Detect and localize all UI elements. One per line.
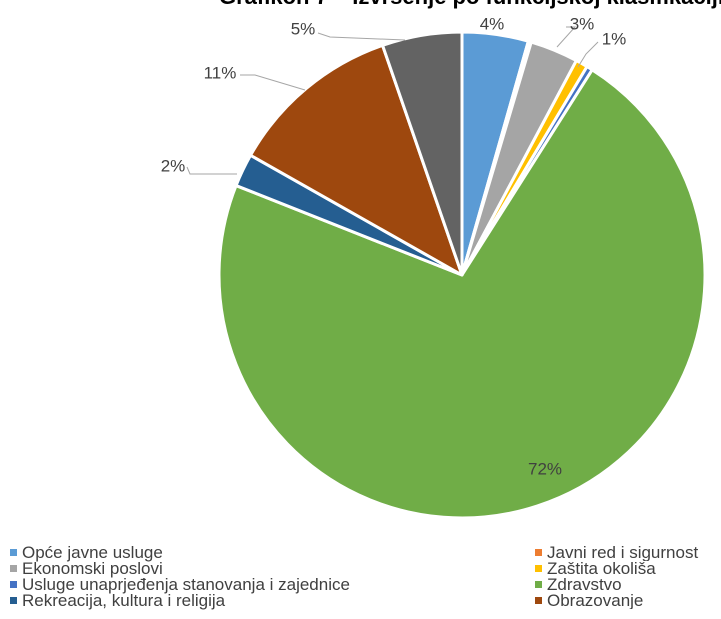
- chart-title: Grafikon 7 – Izvršenje po funkcijskoj kl…: [219, 0, 721, 10]
- legend-item-5: Zdravstvo: [535, 577, 721, 593]
- legend-swatch-0: [10, 549, 17, 556]
- legend-item-7: Obrazovanje: [535, 593, 721, 609]
- leader-line-2: [556, 26, 577, 48]
- leader-line-3: [577, 41, 599, 68]
- legend-label-1: Javni red i sigurnost: [547, 545, 699, 561]
- legend-item-1: Javni red i sigurnost: [535, 545, 721, 561]
- legend-label-0: Opće javne usluge: [22, 543, 163, 562]
- leader-line-7: [240, 74, 306, 91]
- legend-item-4: Usluge unaprjeđenja stanovanja i zajedni…: [10, 575, 350, 594]
- legend-label-3: Zaštita okoliša: [547, 561, 656, 577]
- legend-label-5: Zdravstvo: [547, 577, 622, 593]
- legend-label-2: Ekonomski poslovi: [22, 559, 163, 578]
- legend-swatch-2: [10, 565, 17, 572]
- legend-label-6: Rekreacija, kultura i religija: [22, 591, 226, 610]
- data-label-7: 11%: [204, 63, 237, 82]
- pie-slice-5: [217, 68, 707, 520]
- data-label-5: 72%: [528, 459, 562, 478]
- data-label-0: 4%: [480, 14, 505, 33]
- legend-label-4: Usluge unaprjeđenja stanovanja i zajedni…: [22, 575, 350, 594]
- leader-line-6: [186, 166, 237, 175]
- legend-swatch-7: [535, 597, 542, 604]
- pie-slice-8: [381, 30, 464, 277]
- pie-slice-7: [249, 43, 464, 277]
- leader-line-8: [317, 32, 406, 41]
- legend-swatch-1: [535, 549, 542, 556]
- legend-item-0: Opće javne usluge: [10, 543, 163, 562]
- legend-swatch-6: [10, 597, 17, 604]
- legend-item-6: Rekreacija, kultura i religija: [10, 591, 226, 610]
- data-label-8: 5%: [291, 19, 316, 38]
- data-label-3: 1%: [602, 29, 627, 48]
- data-label-2: 3%: [570, 14, 595, 33]
- legend-swatch-4: [10, 581, 17, 588]
- data-label-6: 2%: [161, 156, 186, 175]
- legend-swatch-3: [535, 565, 542, 572]
- legend-item-2: Ekonomski poslovi: [10, 559, 163, 578]
- legend-swatch-5: [535, 581, 542, 588]
- legend-item-3: Zaštita okoliša: [535, 561, 721, 577]
- legend-label-7: Obrazovanje: [547, 593, 644, 609]
